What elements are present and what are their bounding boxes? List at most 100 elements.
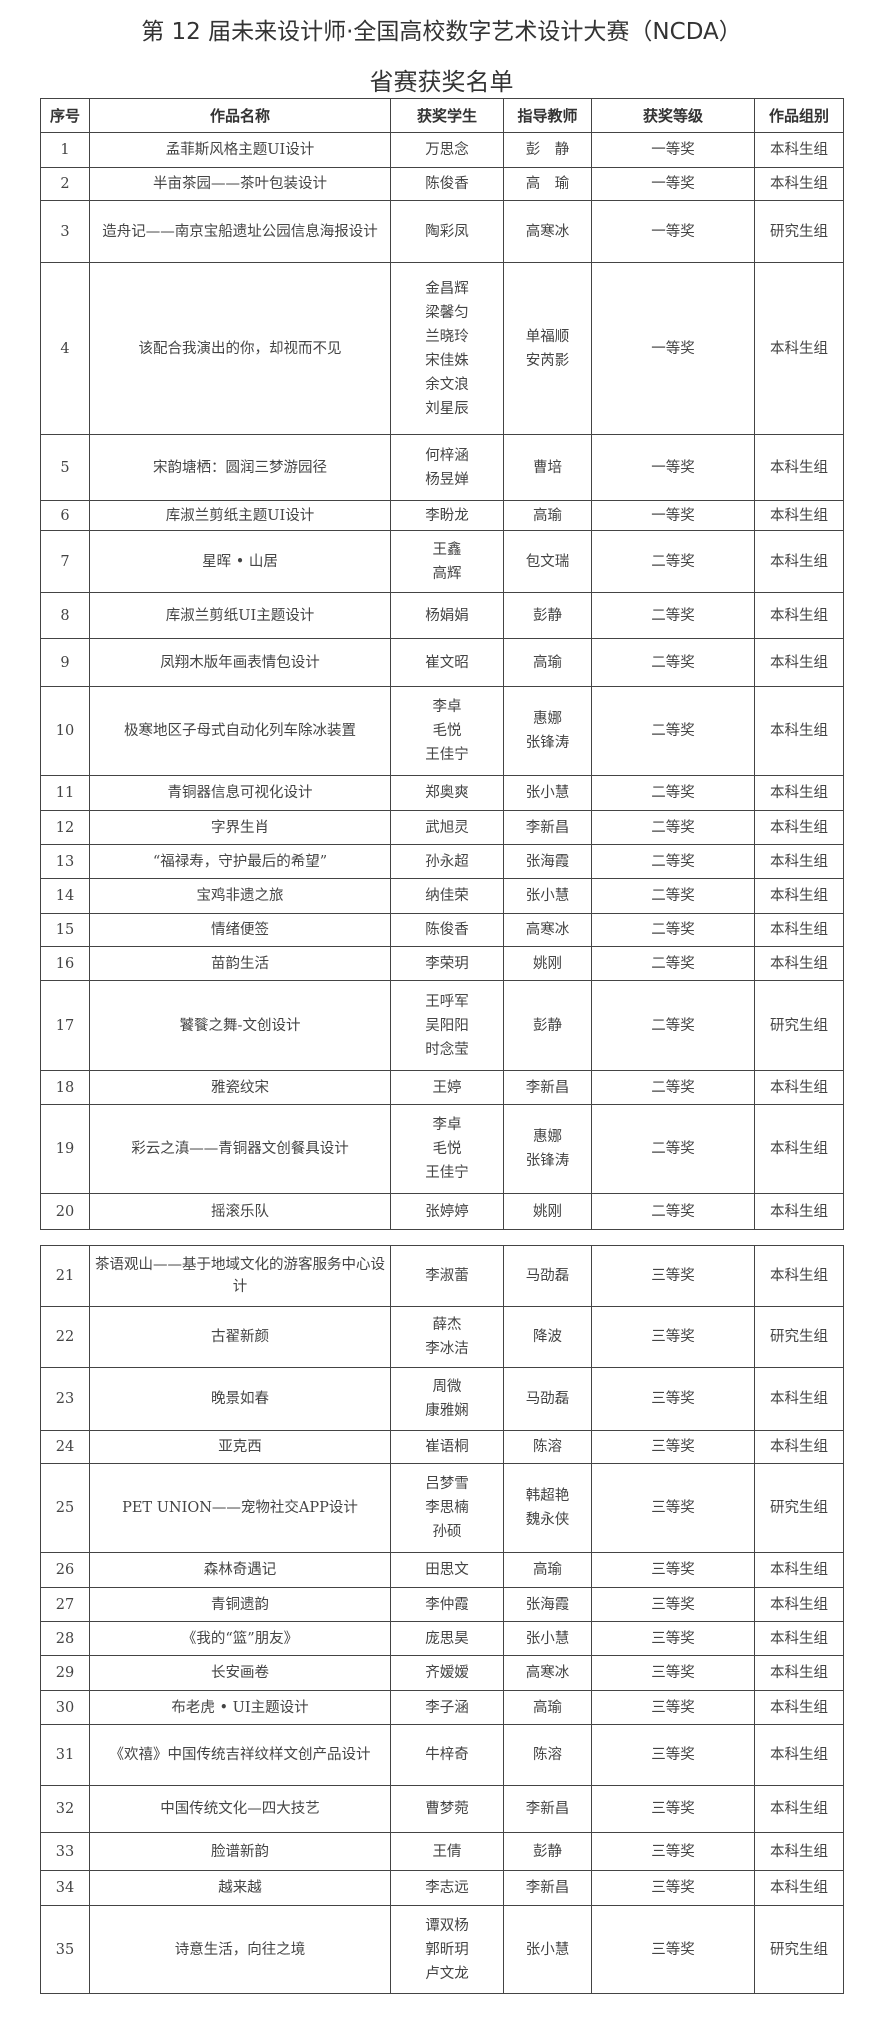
teacher-name: 彭静 — [533, 1017, 562, 1034]
student-name: 康雅娴 — [425, 1403, 469, 1419]
student-name: 周微 — [432, 1379, 462, 1395]
cell-group: 本科生组 — [754, 913, 844, 947]
header-group: 作品组别 — [754, 98, 844, 133]
table-row: 12 字界生肖 武旭灵 李新昌 二等奖 本科生组 — [40, 810, 844, 845]
student-name: 武旭灵 — [425, 819, 469, 836]
table-row: 4 该配合我演出的你，却视而不见 金昌辉 梁馨匀 兰晓玲 宋佳姝 余文浪 刘星辰 单福顺 安芮影一… — [40, 262, 844, 435]
cell-teachers: 彭 静 — [503, 132, 592, 168]
cell-group: 研究生组 — [754, 1905, 844, 1994]
cell-work-title: 情绪便签 — [89, 913, 391, 947]
cell-teachers: 降波 — [503, 1306, 592, 1368]
cell-teachers: 张小慧 — [503, 878, 592, 914]
teacher-name: 高瑜 — [533, 507, 562, 524]
cell-group: 本科生组 — [754, 878, 844, 914]
teacher-name: 安芮影 — [525, 352, 570, 369]
header-work: 作品名称 — [89, 98, 391, 133]
teacher-name: 李新昌 — [525, 1880, 570, 1896]
cell-no: 34 — [40, 1870, 90, 1906]
cell-group: 本科生组 — [754, 638, 844, 687]
student-name: 梁馨匀 — [425, 304, 469, 321]
cell-no: 16 — [40, 946, 90, 981]
cell-no: 32 — [40, 1785, 90, 1833]
cell-no: 35 — [40, 1905, 90, 1994]
student-name: 何梓涵 — [425, 447, 469, 464]
student-name: 李子涵 — [425, 1699, 469, 1716]
cell-work-title: 茶语观山——基于地域文化的游客服务中心设计 — [89, 1245, 391, 1307]
student-name: 吴阳阳 — [425, 1017, 469, 1034]
student-name: 郭昕玥 — [425, 1941, 469, 1958]
cell-work-title: 库淑兰剪纸UI主题设计 — [89, 592, 391, 639]
cell-award-level: 一等奖 — [591, 200, 755, 263]
student-name: 谭双杨 — [425, 1917, 469, 1934]
teacher-name: 张小慧 — [525, 1941, 570, 1958]
table-row: 24 亚克西 崔语桐 陈溶 三等奖 本科生组 — [40, 1430, 844, 1464]
cell-award-level: 三等奖 — [591, 1463, 755, 1553]
table-row: 14 宝鸡非遗之旅 纳佳荣 张小慧 二等奖 本科生组 — [40, 878, 844, 914]
table-row: 16 苗韵生活 李荣玥 姚刚 二等奖 本科生组 — [40, 946, 844, 981]
cell-students: 李子涵 — [390, 1690, 504, 1725]
cell-award-level: 三等奖 — [591, 1245, 755, 1307]
cell-teachers: 张小慧 — [503, 1905, 592, 1994]
table-row: 23 晚景如春 周微 康雅娴 马劭磊 三等奖 本科生组 — [40, 1367, 844, 1431]
student-name: 时念莹 — [425, 1041, 469, 1058]
cell-work-title: “福禄寿，守护最后的希望” — [89, 844, 391, 879]
table-row: 15 情绪便签 陈俊香 高寒冰 二等奖 本科生组 — [40, 913, 844, 947]
cell-group: 本科生组 — [754, 1832, 844, 1871]
teacher-name: 李新昌 — [525, 1801, 570, 1817]
cell-work-title: 森林奇遇记 — [89, 1552, 391, 1588]
cell-award-level: 三等奖 — [591, 1724, 755, 1786]
cell-teachers: 高 瑜 — [503, 167, 592, 201]
student-name: 陈俊香 — [425, 922, 469, 938]
cell-teachers: 张小慧 — [503, 1621, 592, 1656]
cell-group: 本科生组 — [754, 1785, 844, 1833]
cell-no: 30 — [40, 1690, 90, 1725]
table-row: 6 库淑兰剪纸主题UI设计 李盼龙 高瑜 一等奖 本科生组 — [40, 500, 844, 531]
cell-work-title: 星晖 • 山居 — [89, 530, 391, 593]
cell-teachers: 惠娜 张锋涛 — [503, 1104, 592, 1194]
teacher-name: 张锋涛 — [525, 1153, 570, 1169]
student-name: 纳佳荣 — [425, 888, 469, 904]
cell-award-level: 一等奖 — [591, 500, 755, 531]
cell-no: 12 — [40, 810, 90, 845]
cell-teachers: 惠娜 张锋涛 — [503, 686, 592, 776]
student-name: 陈俊香 — [425, 176, 469, 192]
table-header-row: 序号 作品名称 获奖学生 指导教师 获奖等级 作品组别 — [40, 98, 844, 133]
cell-group: 本科生组 — [754, 592, 844, 639]
teacher-name: 张锋涛 — [525, 735, 570, 751]
cell-teachers: 姚刚 — [503, 946, 592, 981]
table-row: 20 摇滚乐队 张婷婷 姚刚 二等奖 本科生组 — [40, 1193, 844, 1230]
cell-award-level: 二等奖 — [591, 638, 755, 687]
cell-students: 陈俊香 — [390, 913, 504, 947]
teacher-name: 张海霞 — [525, 853, 570, 870]
cell-group: 本科生组 — [754, 167, 844, 201]
cell-no: 13 — [40, 844, 90, 879]
cell-students: 李淑蕾 — [390, 1245, 504, 1307]
table-row: 28 《我的“篮”朋友》 庞思昊 张小慧 三等奖 本科生组 — [40, 1621, 844, 1656]
cell-students: 田思文 — [390, 1552, 504, 1588]
table-row: 8 库淑兰剪纸UI主题设计 杨娟娟 彭静 二等奖 本科生组 — [40, 592, 844, 639]
cell-group: 本科生组 — [754, 1655, 844, 1691]
teacher-name: 包文瑞 — [525, 553, 570, 570]
student-name: 高辉 — [432, 565, 462, 582]
table-row: 30 布老虎 • UI主题设计 李子涵 高瑜 三等奖 本科生组 — [40, 1690, 844, 1725]
cell-no: 27 — [40, 1587, 90, 1622]
cell-no: 21 — [40, 1245, 90, 1307]
cell-award-level: 二等奖 — [591, 1070, 755, 1105]
table-row: 18 雅瓷纹宋 王婷 李新昌 二等奖 本科生组 — [40, 1070, 844, 1105]
student-name: 杨昱婵 — [425, 471, 469, 488]
teacher-name: 高瑜 — [533, 654, 562, 671]
cell-students: 杨娟娟 — [390, 592, 504, 639]
cell-teachers: 单福顺 安芮影 — [503, 262, 592, 435]
cell-teachers: 李新昌 — [503, 810, 592, 845]
cell-students: 吕梦雪 李思楠 孙硕 — [390, 1463, 504, 1553]
cell-teachers: 高寒冰 — [503, 1655, 592, 1691]
cell-award-level: 三等奖 — [591, 1655, 755, 1691]
student-name: 李冰洁 — [425, 1341, 469, 1357]
cell-teachers: 彭静 — [503, 592, 592, 639]
teacher-name: 李新昌 — [525, 1079, 570, 1096]
teacher-name: 高瑜 — [533, 1562, 562, 1578]
cell-work-title: 布老虎 • UI主题设计 — [89, 1690, 391, 1725]
cell-teachers: 曹培 — [503, 434, 592, 501]
teacher-name: 张小慧 — [525, 1630, 570, 1647]
cell-group: 本科生组 — [754, 262, 844, 435]
